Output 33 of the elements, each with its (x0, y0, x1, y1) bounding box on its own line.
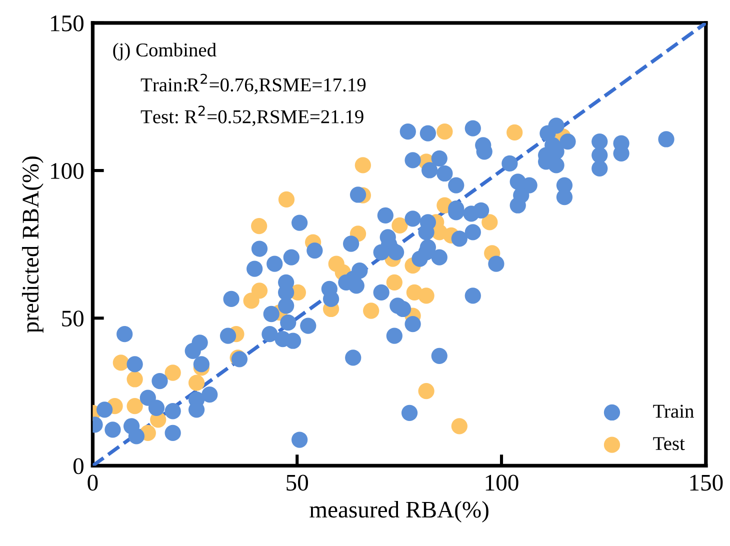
x-tick-label: 100 (486, 474, 518, 491)
point (418, 382, 434, 400)
annotation: Train:R$^{2}$=0.76,RSME=17.19 (140, 74, 366, 94)
x-axis-title: measured RBA(%) (310, 501, 488, 522)
legend-label: Test (653, 437, 685, 450)
point (451, 418, 468, 434)
point (354, 157, 371, 174)
x-tick-label: 50 (286, 474, 308, 491)
point (436, 124, 453, 140)
y-tick-label: 0 (73, 458, 84, 474)
point (392, 217, 408, 234)
point (164, 364, 181, 381)
point (126, 371, 143, 388)
annotation: (j) Combined (113, 42, 216, 60)
legend-label: Train (653, 404, 694, 418)
point (386, 274, 402, 290)
y-tick-label: 150 (51, 15, 84, 32)
point (251, 282, 268, 299)
x-tick-label: 150 (690, 474, 723, 491)
y-axis-title: predicted RBA(%) (22, 156, 44, 333)
point (482, 214, 498, 230)
point (418, 288, 434, 304)
point (112, 354, 129, 371)
x-tick-label: 0 (88, 474, 98, 491)
point (506, 124, 523, 141)
y-tick-label: 50 (62, 310, 84, 327)
point (278, 191, 295, 208)
point (126, 398, 143, 414)
y-tick-label: 100 (51, 163, 84, 179)
point (251, 218, 268, 234)
annotation: Test: R$^{2}$=0.52,RSME=21.19 (140, 106, 364, 126)
point (188, 374, 205, 391)
point (363, 302, 380, 319)
